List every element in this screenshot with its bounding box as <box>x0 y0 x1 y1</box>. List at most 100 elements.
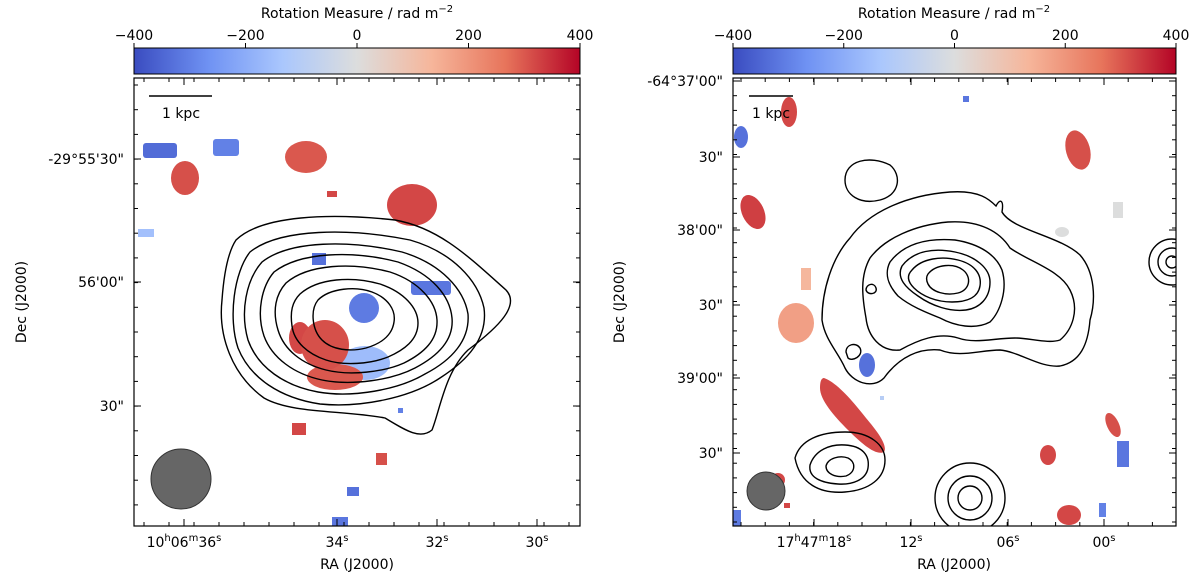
contour-level <box>947 475 993 521</box>
rm-patch <box>387 184 437 226</box>
rm-patch <box>1065 130 1091 170</box>
colorbar-tick-label: −200 <box>226 28 264 44</box>
right-xtick-label: 17h47m18s <box>777 533 852 551</box>
colorbar-tick-label: −200 <box>825 28 863 44</box>
left-map: 1 kpc <box>138 95 512 526</box>
right-xaxis-title: RA (J2000) <box>917 557 991 573</box>
contour-level <box>957 485 983 511</box>
rm-patch <box>1040 445 1056 465</box>
left-colorbar: Rotation Measure / rad m−2 −400 −200 0 200 4… <box>115 4 594 75</box>
contour-level <box>1165 255 1176 269</box>
rm-patch <box>301 320 349 370</box>
rm-patch <box>820 378 885 453</box>
rm-patch <box>880 396 884 400</box>
rm-patch <box>740 195 766 229</box>
rm-patch <box>376 453 387 465</box>
right-beam <box>746 471 786 511</box>
left-panel: Rotation Measure / rad m−2 −400 −200 0 200 4… <box>14 4 593 573</box>
rm-patch <box>349 293 379 323</box>
right-colorbar-ticks: −400 −200 0 200 400 <box>714 28 1190 48</box>
left-axes-frame <box>133 77 581 527</box>
contour-level <box>312 288 395 351</box>
rm-patch <box>801 268 811 290</box>
right-colorbar-title: Rotation Measure / rad m−2 <box>858 4 1050 22</box>
right-colorbar-bar <box>732 47 1177 75</box>
rm-patch <box>347 487 359 496</box>
colorbar-tick-label: 400 <box>1163 28 1190 44</box>
rm-patch <box>1099 503 1106 517</box>
right-xtick-label: 06s <box>996 533 1019 551</box>
left-colorbar-ticks: −400 −200 0 200 400 <box>115 28 594 48</box>
rm-patch <box>1105 412 1121 438</box>
rm-patch <box>411 281 451 295</box>
left-colorbar-bar <box>133 47 581 75</box>
rm-patch <box>143 143 177 158</box>
rm-patch <box>292 423 306 435</box>
right-map: 1 kpc <box>733 95 1176 526</box>
right-scalebar: 1 kpc <box>749 95 793 122</box>
rm-patch <box>734 126 748 148</box>
contour-level <box>821 191 1095 385</box>
rm-patch <box>784 503 790 508</box>
colorbar-tick-label: −400 <box>714 28 752 44</box>
rm-patch <box>778 303 814 343</box>
colorbar-tick-label: −400 <box>115 28 153 44</box>
contour-level <box>925 264 970 295</box>
contour-level <box>232 231 486 406</box>
left-axis-ticks <box>134 78 580 526</box>
contour-level <box>1157 247 1176 277</box>
rm-patch <box>1057 505 1081 525</box>
left-xtick-label: 30s <box>525 533 548 551</box>
left-xtick-label: 32s <box>425 533 448 551</box>
contour-level <box>886 238 1005 328</box>
contour-level <box>259 253 453 384</box>
contour-level <box>845 343 862 360</box>
left-xtick-label: 10h06m36s <box>147 533 222 551</box>
contour-level <box>907 257 981 303</box>
left-colorbar-title: Rotation Measure / rad m−2 <box>261 4 453 22</box>
left-rm-patches <box>138 139 451 526</box>
left-scalebar-label: 1 kpc <box>162 106 200 122</box>
left-scalebar: 1 kpc <box>149 95 212 122</box>
right-rm-patches <box>733 96 1129 526</box>
right-xtick-label: 12s <box>899 533 922 551</box>
contour-level <box>865 283 877 295</box>
contour-level <box>844 159 899 202</box>
right-scalebar-label: 1 kpc <box>752 106 790 122</box>
left-ytick-label: -29°55'30" <box>48 152 124 168</box>
contour-level <box>934 462 1006 526</box>
rm-patch <box>332 517 348 526</box>
contour-level <box>243 243 469 395</box>
colorbar-tick-label: 0 <box>950 28 959 44</box>
rm-patch <box>398 408 403 413</box>
right-ytick-label: 30" <box>699 446 723 462</box>
right-ytick-label: 39'00" <box>677 371 723 387</box>
rm-patch <box>1055 227 1069 237</box>
right-panel: Rotation Measure / rad m−2 −400 −200 0 200 4… <box>612 4 1190 573</box>
colorbar-tick-label: 0 <box>353 28 362 44</box>
colorbar-tick-label: 400 <box>567 28 594 44</box>
rm-patch <box>327 191 337 197</box>
contour-level <box>220 215 512 435</box>
left-ytick-label: 56'00" <box>78 275 124 291</box>
contour-level <box>809 444 869 485</box>
contour-level <box>862 221 1076 351</box>
rm-patch <box>859 353 875 377</box>
rm-patch <box>1117 441 1129 467</box>
rm-patch <box>781 97 797 127</box>
right-yaxis-title: Dec (J2000) <box>612 261 628 343</box>
left-beam <box>150 448 212 510</box>
contour-level <box>825 456 855 478</box>
left-ytick-label: 30" <box>100 399 124 415</box>
rm-patch <box>307 364 363 390</box>
rm-patch <box>733 510 741 526</box>
contour-level <box>290 278 419 365</box>
right-axis-ticks <box>733 78 1176 526</box>
right-ytick-label: 38'00" <box>677 223 723 239</box>
colorbar-tick-label: 200 <box>1052 28 1079 44</box>
left-xtick-label: 34s <box>325 533 348 551</box>
rm-patch <box>138 229 154 237</box>
rm-patch <box>213 139 239 156</box>
left-contours <box>220 215 512 435</box>
